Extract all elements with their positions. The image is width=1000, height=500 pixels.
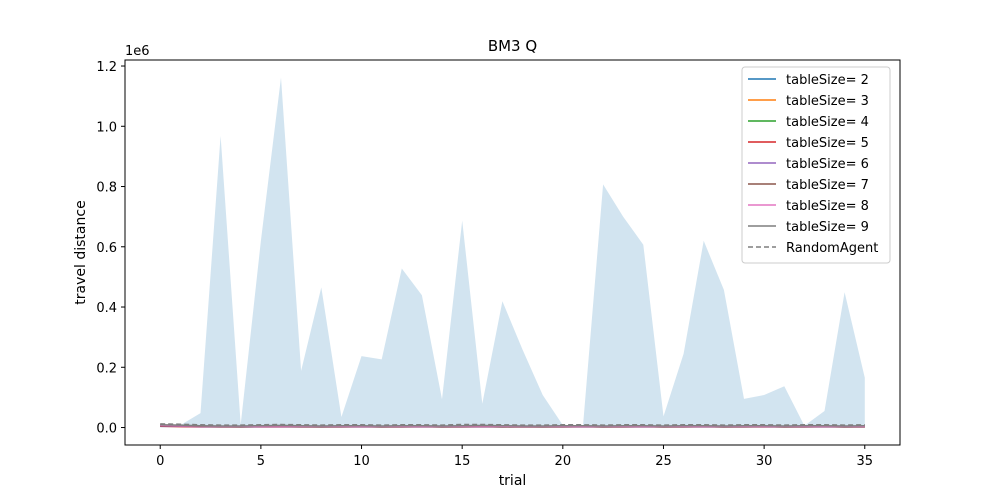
y-tick-label: 1.0 — [96, 120, 117, 135]
x-tick-label: 25 — [655, 454, 672, 469]
axes-frame — [124, 59, 901, 446]
shaded-band — [160, 77, 865, 428]
x-tick-label: 0 — [156, 454, 164, 469]
legend: tableSize= 2 tableSize= 3 tableSize= 4 tabl… — [741, 66, 891, 264]
legend-label: tableSize= 9 — [786, 220, 869, 235]
x-tick-label: 35 — [856, 454, 873, 469]
x-tick-label: 30 — [756, 454, 773, 469]
y-tick-label: 0.2 — [96, 361, 117, 376]
x-tick-label: 15 — [454, 454, 471, 469]
legend-box — [741, 66, 891, 264]
y-axis-label: travel distance — [73, 200, 89, 304]
legend-label: tableSize= 5 — [786, 136, 869, 151]
y-tick-label: 0.6 — [96, 241, 117, 256]
legend-label: RandomAgent — [786, 241, 878, 256]
y-tick-label: 1.2 — [96, 60, 117, 75]
legend-label: tableSize= 8 — [786, 199, 869, 214]
y-tick-label: 0.4 — [96, 301, 117, 316]
y-tick-label: 0.8 — [96, 181, 117, 196]
legend-label: tableSize= 4 — [786, 115, 869, 130]
y-axis: 0.0 0.2 0.4 0.6 0.8 1.0 1.2 — [96, 60, 125, 437]
legend-label: tableSize= 3 — [786, 94, 869, 109]
legend-label: tableSize= 6 — [786, 157, 869, 172]
x-tick-label: 10 — [353, 454, 370, 469]
legend-label: tableSize= 7 — [786, 178, 869, 193]
x-axis: 0 5 10 15 20 25 30 35 — [156, 445, 873, 469]
x-tick-label: 5 — [257, 454, 265, 469]
y-offset-text: 1e6 — [125, 44, 150, 59]
band-layer — [160, 77, 865, 428]
series-line-8 — [160, 423, 865, 426]
x-axis-label: trial — [499, 473, 527, 489]
series-line-7 — [160, 424, 865, 427]
y-tick-label: 0.0 — [96, 422, 117, 437]
chart-title: BM3 Q — [488, 37, 537, 55]
legend-label: tableSize= 2 — [786, 73, 869, 88]
x-tick-label: 20 — [555, 454, 572, 469]
series-layer — [160, 423, 865, 428]
